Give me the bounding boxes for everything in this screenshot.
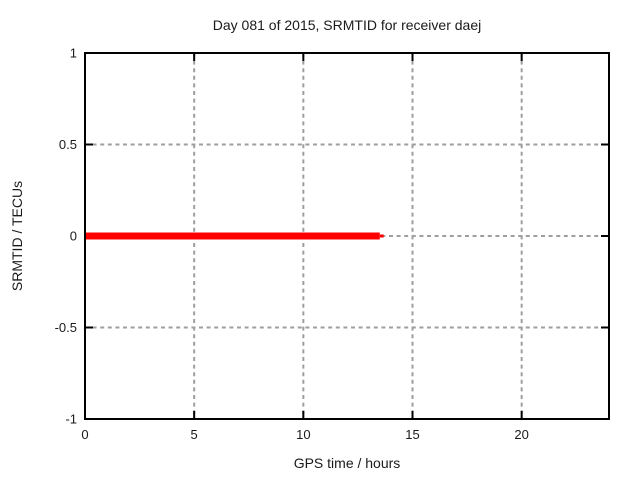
chart-title: Day 081 of 2015, SRMTID for receiver dae… (212, 17, 482, 33)
y-tick-label: -0.5 (55, 320, 77, 335)
y-tick-label: 0.5 (59, 137, 77, 152)
x-tick-label: 0 (81, 427, 88, 442)
plot-border (84, 52, 610, 420)
x-axis-label: GPS time / hours (293, 455, 401, 471)
y-tick-label: -1 (65, 412, 77, 427)
x-tick-label: 10 (296, 427, 310, 442)
x-tick-label: 5 (191, 427, 198, 442)
y-tick-label: 1 (70, 46, 77, 61)
x-tick-label: 20 (514, 427, 528, 442)
x-tick-label: 15 (405, 427, 419, 442)
y-tick-label: 0 (70, 229, 77, 244)
